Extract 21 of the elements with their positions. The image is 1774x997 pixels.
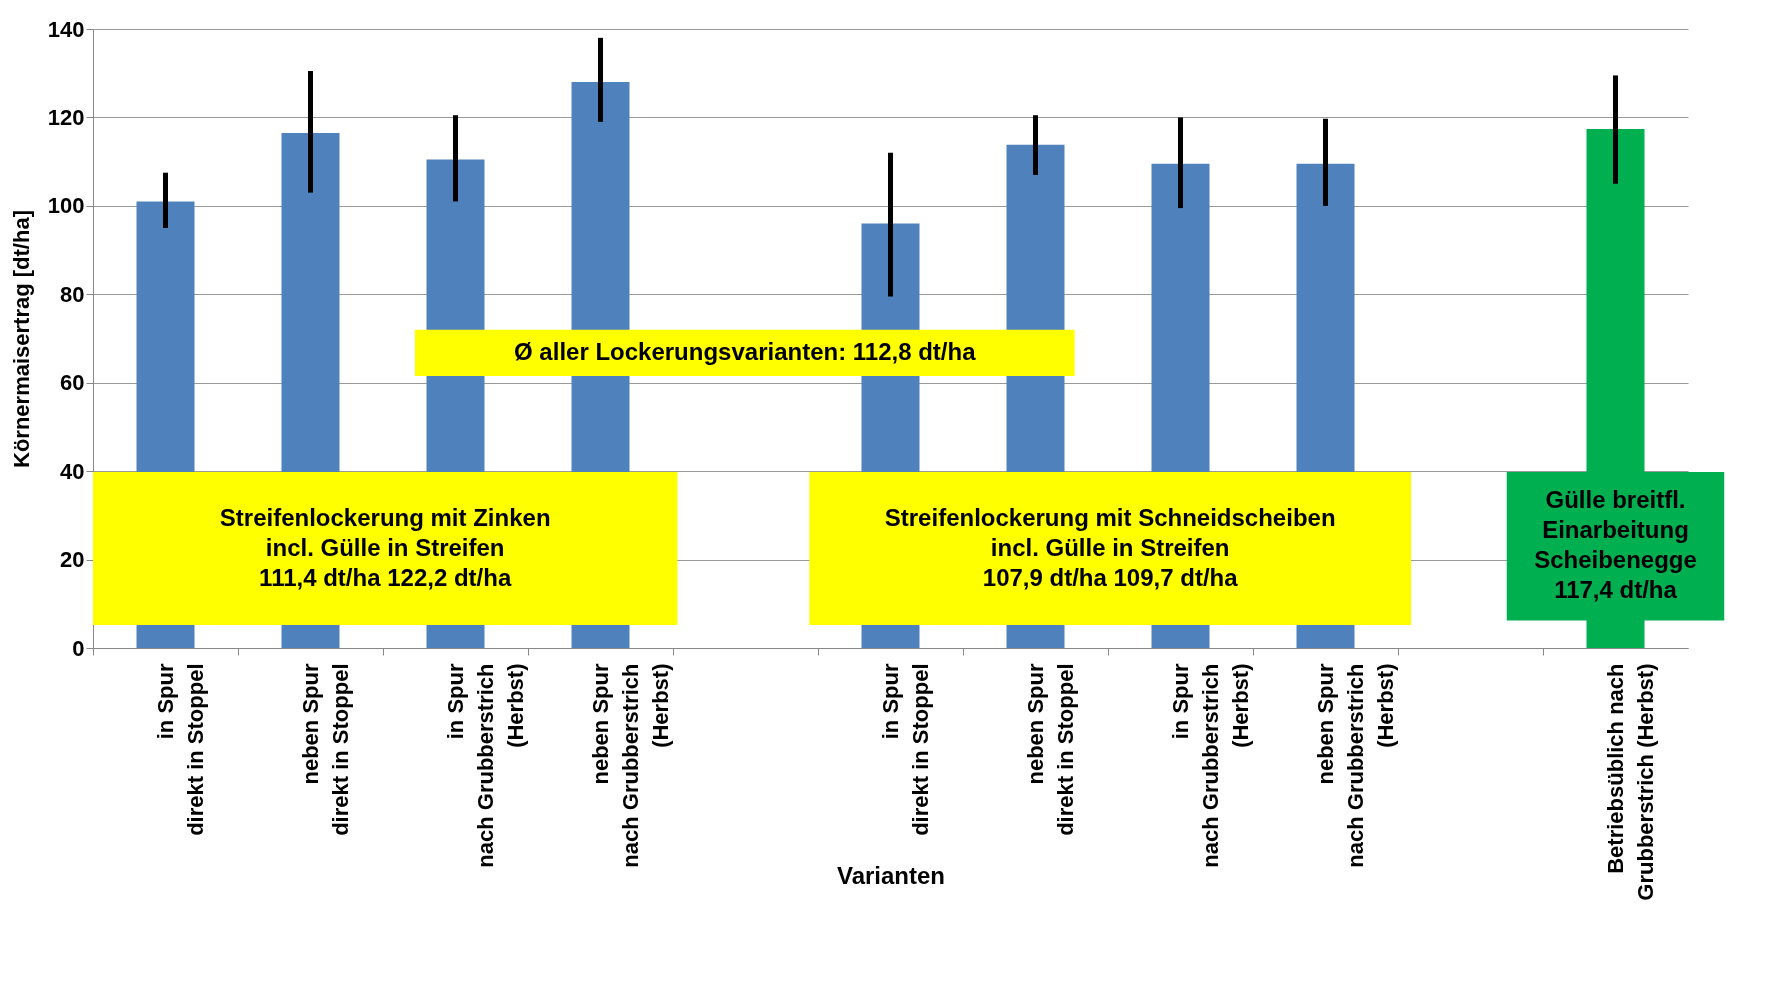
y-tick-label: 20: [60, 547, 85, 573]
y-axis-title: Körnermaisertrag [dt/ha]: [8, 210, 34, 468]
x-tick-label: in Spur nach Grubberstrich (Herbst): [1167, 663, 1253, 868]
y-tick-label: 60: [60, 370, 85, 396]
y-tick-label: 100: [47, 193, 85, 219]
y-tick-label: 80: [60, 281, 85, 307]
x-tick-label: in Spur direkt in Stoppel: [152, 663, 208, 836]
annotation: Streifenlockerung mit Schneidscheiben incl. Gülle in Streifen 107,9 dt/ha 109,7 dt/ha: [884, 503, 1336, 591]
y-tick-label: 120: [47, 104, 85, 130]
x-axis-title: Varianten: [836, 861, 946, 889]
x-tick-label: in Spur direkt in Stoppel: [877, 663, 933, 836]
annotation: Streifenlockerung mit Zinken incl. Gülle in Streifen 111,4 dt/ha 122,2 dt/ha: [219, 503, 551, 591]
x-tick-label: neben Spur nach Grubberstrich (Herbst): [587, 663, 673, 868]
annotation: Gülle breitfl. Einarbeitung Scheibenegge 117,4 dt/ha: [1534, 486, 1697, 604]
x-tick-label: in Spur nach Grubberstrich (Herbst): [442, 663, 528, 868]
y-tick-label: 140: [47, 16, 85, 42]
annotation: Ø aller Lockerungsvarianten: 112,8 dt/ha: [514, 337, 977, 365]
x-tick-label: Betriebsüblich nach Grubberstrich (Herbst): [1602, 663, 1658, 901]
y-tick-label: 0: [72, 635, 85, 661]
x-tick-label: neben Spur nach Grubberstrich (Herbst): [1312, 663, 1398, 868]
y-tick-label: 40: [60, 458, 85, 484]
